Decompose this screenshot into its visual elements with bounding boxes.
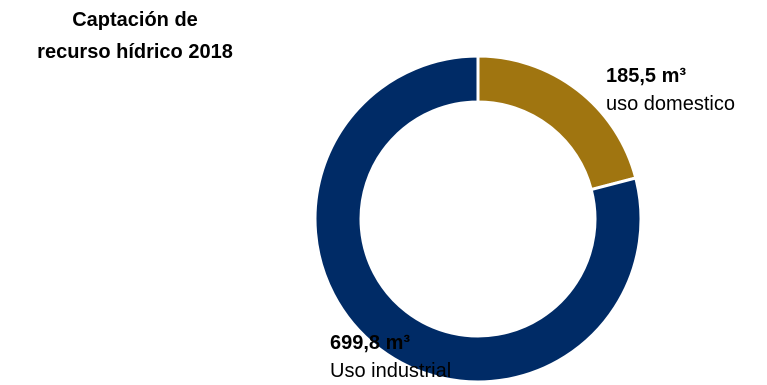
data-label-uso-industrial: 699,8 m³ Uso industrial [330,329,451,385]
donut-slice-uso-industrial [313,54,643,383]
data-label-value-uso-industrial: 699,8 m³ [330,332,411,354]
chart-title: Captación de recurso hídrico 2018 [0,4,270,68]
data-label-uso-domestico: 185,5 m³ uso domestico [606,62,735,118]
data-label-name-uso-industrial: Uso industrial [330,360,452,382]
data-label-name-uso-domestico: uso domestico [606,93,735,115]
data-label-value-uso-domestico: 185,5 m³ [606,65,687,87]
donut-slices [313,54,643,383]
chart-title-line-1: Captación de [72,9,198,31]
chart-title-line-2: recurso hídrico 2018 [37,41,233,63]
